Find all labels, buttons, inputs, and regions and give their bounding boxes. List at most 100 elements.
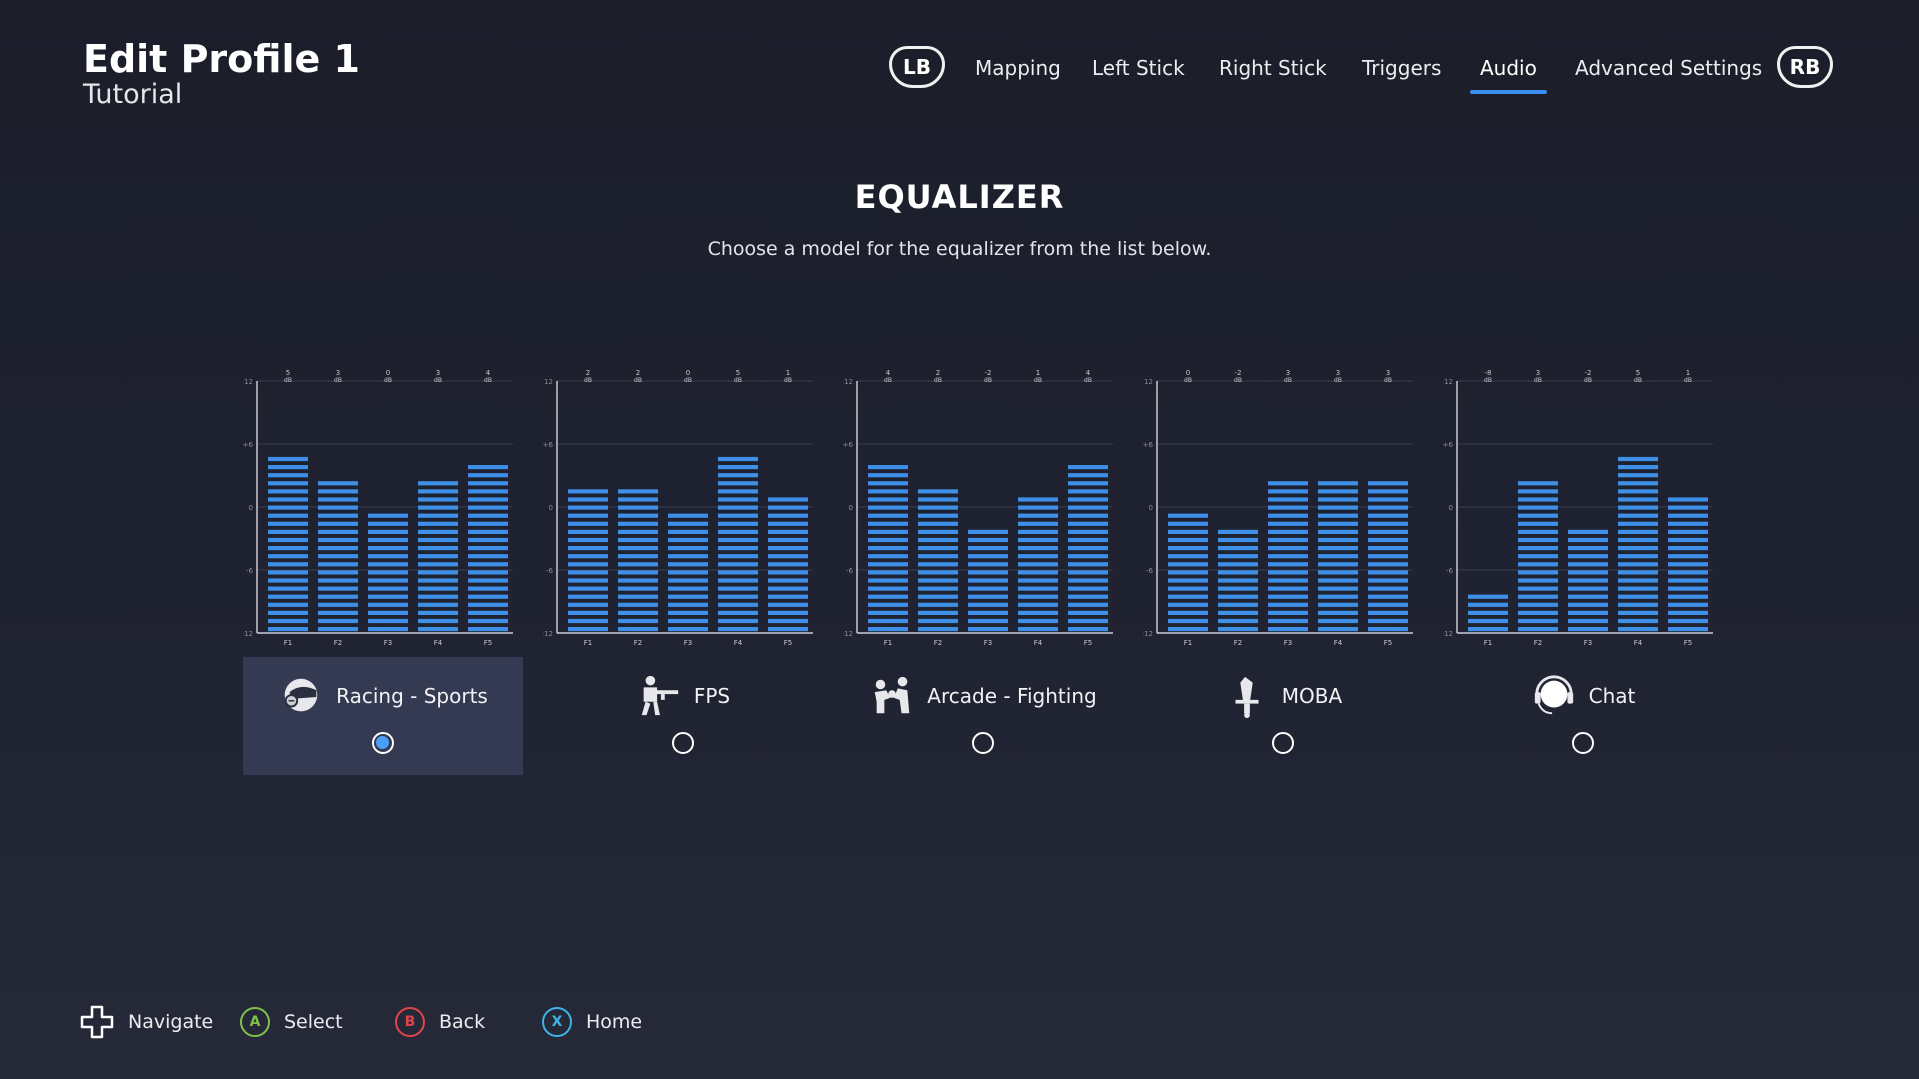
bar-value-label: 5 xyxy=(286,369,290,377)
equalizer-option[interactable]: MOBA xyxy=(1143,657,1423,775)
bar-unit-label: dB xyxy=(1634,377,1642,384)
tab-triggers[interactable]: Triggers xyxy=(1362,56,1442,80)
bar-unit-label: dB xyxy=(334,377,342,384)
bar-unit-label: dB xyxy=(1384,377,1392,384)
y-tick-label: 0 xyxy=(549,504,553,512)
x-tick-label: F3 xyxy=(384,639,392,647)
x-tick-label: F1 xyxy=(584,639,592,647)
x-tick-label: F2 xyxy=(1534,639,1542,647)
x-tick-label: F5 xyxy=(1684,639,1692,647)
bar-value-label: -2 xyxy=(1235,369,1242,377)
tab-left-stick[interactable]: Left Stick xyxy=(1092,56,1185,80)
fighters-icon xyxy=(875,676,910,714)
equalizer-bar xyxy=(1468,594,1508,632)
option-header: Arcade - Fighting xyxy=(843,673,1123,719)
x-tick-label: F3 xyxy=(984,639,992,647)
y-tick-label: 0 xyxy=(1149,504,1153,512)
bar-unit-label: dB xyxy=(584,377,592,384)
x-tick-label: F3 xyxy=(1284,639,1292,647)
bar-value-label: 4 xyxy=(1086,369,1091,377)
tab-right-stick[interactable]: Right Stick xyxy=(1219,56,1327,80)
x-tick-label: F3 xyxy=(1584,639,1592,647)
x-tick-label: F1 xyxy=(1484,639,1492,647)
x-tick-label: F4 xyxy=(434,639,443,647)
bar-value-label: 3 xyxy=(336,369,340,377)
y-tick-label: +12 xyxy=(543,378,553,386)
equalizer-option[interactable]: FPS xyxy=(543,657,823,775)
lb-bumper-icon[interactable]: LB xyxy=(889,46,945,88)
y-tick-label: +6 xyxy=(1443,441,1454,449)
tab-mapping[interactable]: Mapping xyxy=(975,56,1061,80)
dpad-icon xyxy=(80,1005,114,1039)
bar-unit-label: dB xyxy=(984,377,992,384)
x-button-icon: X xyxy=(542,1007,572,1037)
bar-unit-label: dB xyxy=(1184,377,1192,384)
y-tick-label: +6 xyxy=(843,441,854,449)
hint-label: Select xyxy=(284,1011,343,1033)
bar-value-label: 1 xyxy=(1036,369,1040,377)
y-tick-label: +12 xyxy=(243,378,253,386)
x-tick-label: F4 xyxy=(1634,639,1643,647)
y-tick-label: +12 xyxy=(843,378,853,386)
x-tick-label: F5 xyxy=(784,639,792,647)
option-radio[interactable] xyxy=(1572,732,1594,754)
y-tick-label: -6 xyxy=(1146,567,1154,575)
bar-unit-label: dB xyxy=(934,377,942,384)
bar-value-label: 4 xyxy=(486,369,491,377)
y-tick-label: +6 xyxy=(243,441,254,449)
bar-value-label: 2 xyxy=(936,369,940,377)
option-radio[interactable] xyxy=(672,732,694,754)
option-radio[interactable] xyxy=(1272,732,1294,754)
rb-bumper-icon[interactable]: RB xyxy=(1777,46,1833,88)
bar-value-label: 0 xyxy=(1186,369,1190,377)
equalizer-bar xyxy=(318,481,358,632)
equalizer-bar xyxy=(1668,497,1708,632)
equalizer-bar xyxy=(1218,529,1258,632)
option-radio[interactable] xyxy=(972,732,994,754)
tab-advanced-settings[interactable]: Advanced Settings xyxy=(1575,56,1763,80)
equalizer-bar xyxy=(968,529,1008,632)
bar-value-label: 0 xyxy=(686,369,690,377)
bar-value-label: 1 xyxy=(1686,369,1690,377)
bar-value-label: 3 xyxy=(1536,369,1540,377)
helmet-icon xyxy=(284,678,318,712)
bar-unit-label: dB xyxy=(1034,377,1042,384)
bar-value-label: 5 xyxy=(1636,369,1640,377)
hint-back[interactable]: B Back xyxy=(395,1002,485,1042)
bar-unit-label: dB xyxy=(1334,377,1342,384)
equalizer-option[interactable]: Arcade - Fighting xyxy=(843,657,1123,775)
option-label: Chat xyxy=(1588,684,1636,708)
bar-value-label: 3 xyxy=(1386,369,1390,377)
page-subtitle: Tutorial xyxy=(83,79,183,110)
b-button-icon: B xyxy=(395,1007,425,1037)
option-radio[interactable] xyxy=(372,732,394,754)
page-title: Edit Profile 1 xyxy=(83,37,360,81)
option-header: MOBA xyxy=(1143,673,1423,719)
hint-home[interactable]: X Home xyxy=(542,1002,642,1042)
hint-select[interactable]: A Select xyxy=(240,1002,343,1042)
equalizer-bar xyxy=(918,489,958,632)
equalizer-bar xyxy=(468,465,508,632)
equalizer-bar xyxy=(1168,513,1208,632)
x-tick-label: F1 xyxy=(284,639,292,647)
soldier-icon xyxy=(641,675,679,716)
option-label: Arcade - Fighting xyxy=(927,684,1097,708)
option-header: Racing - Sports xyxy=(243,673,523,719)
equalizer-option[interactable]: Chat xyxy=(1443,657,1723,775)
equalizer-option[interactable]: Racing - Sports xyxy=(243,657,523,775)
equalizer-model-card: +12+60-6-124dBF12dBF2-2dBF31dBF44dBF5Arc… xyxy=(843,365,1123,775)
tab-audio[interactable]: Audio xyxy=(1470,56,1547,94)
option-header: FPS xyxy=(543,673,823,719)
bar-value-label: -8 xyxy=(1485,369,1492,377)
bar-unit-label: dB xyxy=(284,377,292,384)
y-tick-label: 0 xyxy=(849,504,853,512)
bar-unit-label: dB xyxy=(884,377,892,384)
x-tick-label: F4 xyxy=(734,639,743,647)
y-tick-label: 0 xyxy=(249,504,253,512)
bar-unit-label: dB xyxy=(684,377,692,384)
a-button-icon: A xyxy=(240,1007,270,1037)
y-tick-label: -12 xyxy=(243,630,253,638)
x-tick-label: F1 xyxy=(884,639,892,647)
